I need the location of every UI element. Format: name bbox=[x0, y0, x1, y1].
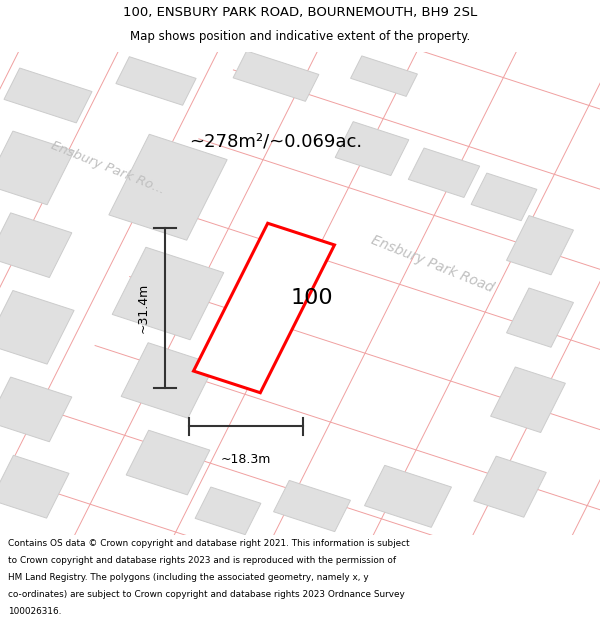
Polygon shape bbox=[0, 455, 69, 518]
Text: ~278m²/~0.069ac.: ~278m²/~0.069ac. bbox=[190, 132, 362, 151]
Polygon shape bbox=[195, 487, 261, 534]
Polygon shape bbox=[194, 223, 334, 392]
Polygon shape bbox=[474, 456, 546, 518]
Polygon shape bbox=[116, 57, 196, 105]
Polygon shape bbox=[121, 342, 215, 418]
Text: Contains OS data © Crown copyright and database right 2021. This information is : Contains OS data © Crown copyright and d… bbox=[8, 539, 409, 548]
Polygon shape bbox=[491, 367, 565, 432]
Polygon shape bbox=[350, 56, 418, 96]
Polygon shape bbox=[335, 122, 409, 176]
Text: Map shows position and indicative extent of the property.: Map shows position and indicative extent… bbox=[130, 30, 470, 43]
Polygon shape bbox=[0, 291, 74, 364]
Polygon shape bbox=[4, 68, 92, 123]
Polygon shape bbox=[112, 248, 224, 340]
Polygon shape bbox=[274, 481, 350, 532]
Polygon shape bbox=[0, 213, 72, 278]
Text: HM Land Registry. The polygons (including the associated geometry, namely x, y: HM Land Registry. The polygons (includin… bbox=[8, 572, 368, 582]
Polygon shape bbox=[126, 430, 210, 495]
Text: 100, ENSBURY PARK ROAD, BOURNEMOUTH, BH9 2SL: 100, ENSBURY PARK ROAD, BOURNEMOUTH, BH9… bbox=[123, 6, 477, 19]
Text: to Crown copyright and database rights 2023 and is reproduced with the permissio: to Crown copyright and database rights 2… bbox=[8, 556, 396, 565]
Polygon shape bbox=[233, 51, 319, 101]
Polygon shape bbox=[506, 288, 574, 348]
Polygon shape bbox=[365, 466, 451, 528]
Polygon shape bbox=[471, 173, 537, 221]
Text: co-ordinates) are subject to Crown copyright and database rights 2023 Ordnance S: co-ordinates) are subject to Crown copyr… bbox=[8, 590, 404, 599]
Text: ~18.3m: ~18.3m bbox=[221, 453, 271, 466]
Text: Ensbury Park Ro...: Ensbury Park Ro... bbox=[49, 139, 167, 197]
Polygon shape bbox=[506, 216, 574, 275]
Text: ~31.4m: ~31.4m bbox=[137, 283, 150, 333]
Polygon shape bbox=[0, 131, 74, 205]
Polygon shape bbox=[109, 134, 227, 240]
Polygon shape bbox=[0, 377, 72, 442]
Text: 100026316.: 100026316. bbox=[8, 607, 61, 616]
Polygon shape bbox=[409, 148, 479, 198]
Text: Ensbury Park Road: Ensbury Park Road bbox=[368, 234, 496, 296]
Text: 100: 100 bbox=[290, 288, 334, 308]
